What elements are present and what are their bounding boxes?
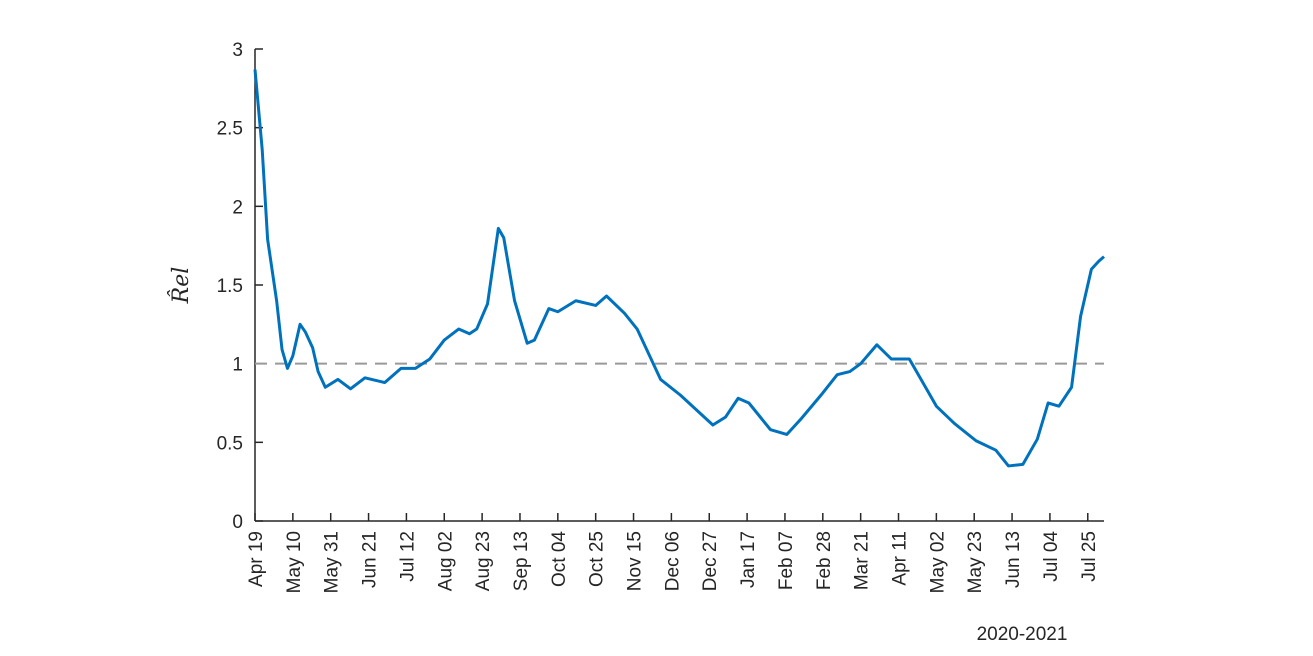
y-axis-label: R̂el <box>168 267 194 305</box>
x-tick-label: Jun 13 <box>1003 531 1024 588</box>
x-tick-label: Feb 07 <box>776 531 797 590</box>
x-tick-label: Jan 17 <box>738 531 759 588</box>
x-axis-label: 2020-2021 <box>977 624 1068 645</box>
x-tick-label: May 23 <box>965 531 986 593</box>
x-tick-label: Sep 13 <box>511 531 532 591</box>
x-tick-label: May 31 <box>322 531 343 593</box>
x-tick-label: May 10 <box>284 531 305 593</box>
x-tick-label: Oct 25 <box>587 531 608 587</box>
y-tick-label: 0 <box>232 512 243 533</box>
x-tick-label: Apr 19 <box>246 531 267 587</box>
line-series <box>253 69 1105 468</box>
x-tick-label: Oct 04 <box>549 531 570 587</box>
x-tick-label: Nov 15 <box>625 531 646 591</box>
y-tick-label: 1 <box>232 355 243 376</box>
x-tick-label: Apr 11 <box>890 531 911 586</box>
y-tick-label: 0.5 <box>217 433 243 454</box>
x-tick-label: Dec 06 <box>662 531 683 591</box>
x-tick-label: Mar 21 <box>852 531 873 590</box>
y-tick-label: 1.5 <box>217 276 243 297</box>
y-tick-label: 2 <box>232 197 243 218</box>
x-tick-label: Jul 04 <box>1041 531 1062 582</box>
y-tick-label: 3 <box>232 40 243 61</box>
x-tick-label: Feb 28 <box>814 531 835 590</box>
y-tick-label: 2.5 <box>217 119 243 140</box>
x-tick-label: May 02 <box>927 531 948 593</box>
x-tick-label: Dec 27 <box>700 531 721 591</box>
x-tick-label: Jul 25 <box>1079 531 1100 582</box>
x-tick-label: Jun 21 <box>360 531 381 588</box>
x-tick-label: Jul 12 <box>397 531 418 582</box>
x-tick-label: Aug 23 <box>473 531 494 591</box>
x-tick-label: Aug 02 <box>435 531 456 591</box>
